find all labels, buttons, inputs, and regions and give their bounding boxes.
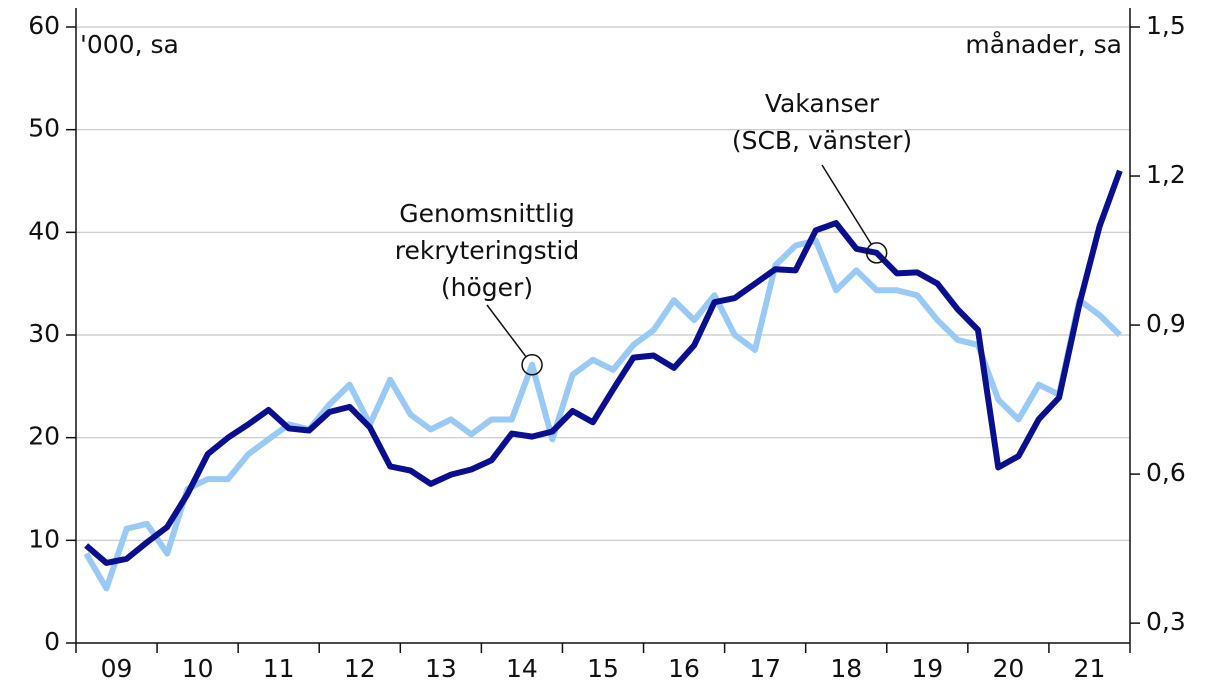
x-tick-label: 12 bbox=[344, 654, 376, 683]
y2-tick-label: 0,3 bbox=[1146, 607, 1186, 636]
x-tick-label: 14 bbox=[506, 654, 538, 683]
x-tick-label: 16 bbox=[668, 654, 700, 683]
x-tick-label: 09 bbox=[101, 654, 133, 683]
series-line bbox=[83, 237, 1122, 592]
annotation-leader bbox=[486, 304, 527, 358]
y2-tick-label: 1,5 bbox=[1146, 11, 1186, 40]
y-tick-label: 50 bbox=[28, 114, 60, 143]
y2-tick-label: 0,6 bbox=[1146, 458, 1186, 487]
x-tick-label: 15 bbox=[587, 654, 619, 683]
y2-tick-label: 0,9 bbox=[1146, 309, 1186, 338]
y2-axis-label: månader, sa bbox=[965, 30, 1122, 59]
x-tick-label: 19 bbox=[911, 654, 943, 683]
y-tick-label: 0 bbox=[44, 627, 60, 656]
series-line bbox=[84, 169, 1123, 566]
annotation: (SCB, vänster) bbox=[732, 126, 912, 155]
y-tick-label: 30 bbox=[28, 319, 60, 348]
x-tick-label: 20 bbox=[992, 654, 1024, 683]
y2-tick-label: 1,2 bbox=[1146, 160, 1186, 189]
y-tick-label: 40 bbox=[28, 216, 60, 245]
x-tick-label: 17 bbox=[749, 654, 781, 683]
x-tick-label: 10 bbox=[182, 654, 214, 683]
y-tick-label: 20 bbox=[28, 422, 60, 451]
annotation-marker bbox=[521, 354, 543, 376]
x-tick-label: 13 bbox=[425, 654, 457, 683]
y-tick-label: 60 bbox=[28, 11, 60, 40]
annotation: rekryteringstid bbox=[395, 236, 579, 265]
annotation: (höger) bbox=[441, 273, 533, 302]
annotation: Vakanser bbox=[765, 89, 880, 118]
annotation: Genomsnittlig bbox=[399, 199, 574, 228]
x-tick-label: 18 bbox=[830, 654, 862, 683]
y-axis-label: '000, sa bbox=[80, 30, 179, 59]
annotation-leader bbox=[821, 164, 872, 245]
y-tick-label: 10 bbox=[28, 524, 60, 553]
x-tick-label: 21 bbox=[1074, 654, 1106, 683]
annotation-marker bbox=[865, 242, 888, 264]
x-tick-label: 11 bbox=[263, 654, 295, 683]
